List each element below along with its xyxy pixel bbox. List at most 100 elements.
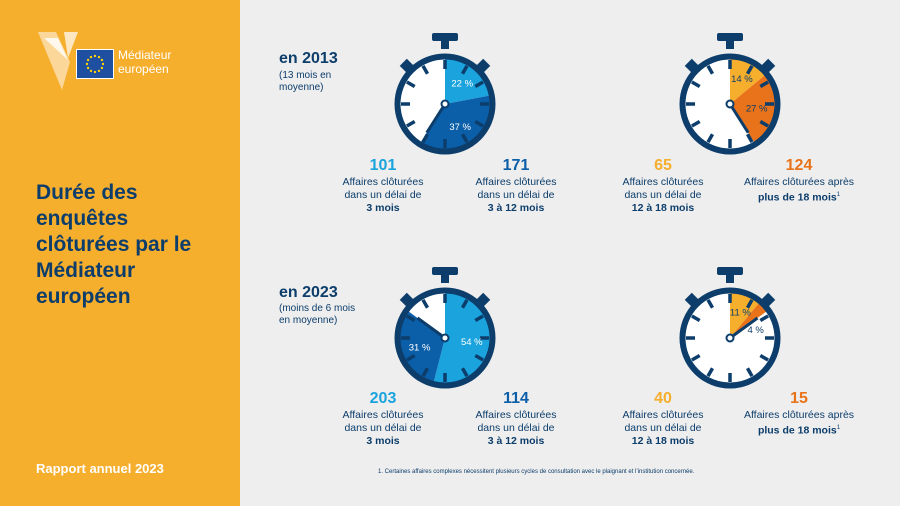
- slice-12-18-months: [730, 293, 759, 338]
- stat-line2: dans un délai de: [344, 422, 422, 434]
- stopwatch-tick: [474, 314, 484, 323]
- slice-label: 22 %: [451, 79, 473, 90]
- logo: Médiateur européen: [36, 28, 186, 98]
- stat-2013-g3: 65 Affaires clôturées dans un délai de 12 …: [608, 156, 718, 215]
- stopwatch-tick: [745, 133, 754, 143]
- stopwatch-pivot: [440, 99, 450, 109]
- stat-value: 15: [790, 390, 808, 407]
- stat-line1: Affaires clôturées après: [743, 176, 855, 188]
- slice-label: 11 %: [730, 308, 752, 319]
- stopwatch-tick: [406, 119, 416, 128]
- stopwatch-tick: [474, 353, 484, 362]
- stopwatch-stem: [726, 39, 734, 49]
- stat-value: 114: [503, 390, 529, 407]
- stat-2013-g4: 124 Affaires clôturées après plus de 18 m…: [734, 156, 864, 205]
- stopwatch-tick: [745, 299, 754, 309]
- sidebar: Médiateur européen Durée des enquêtes cl…: [0, 0, 240, 506]
- stopwatch-tick: [706, 65, 715, 75]
- logo-text: Médiateur européen: [118, 48, 198, 76]
- stopwatch-tick: [745, 367, 754, 377]
- slice-3-months: [433, 293, 490, 383]
- logo-line-1: Médiateur: [118, 48, 172, 62]
- stopwatch-tick: [706, 133, 715, 143]
- stopwatch-tick: [759, 119, 769, 128]
- eu-star-icon: [89, 55, 93, 59]
- eu-star-icon: [89, 69, 93, 73]
- year-2013-subtitle: (13 mois en moyenne): [279, 70, 332, 93]
- stopwatch-2023-short: 54 % 31 %: [394, 267, 496, 389]
- stopwatch-stem: [441, 39, 449, 49]
- stat-range: plus de 18 mois: [757, 191, 837, 204]
- stat-value: 171: [502, 157, 530, 174]
- stopwatch-hand: [416, 316, 446, 340]
- stopwatch-2013-long: 14 % 27 %: [679, 33, 781, 155]
- year-2023-title: en 2023: [279, 284, 338, 301]
- stat-line1: Affaires clôturées: [342, 409, 424, 421]
- ombudsman-logo-icon: [38, 32, 78, 90]
- stat-range: 12 à 18 mois: [631, 435, 695, 447]
- slice-label: 27 %: [746, 104, 768, 115]
- stopwatch-tick: [691, 314, 701, 323]
- stopwatch-tick: [474, 119, 484, 128]
- stat-range: 3 mois: [366, 202, 400, 214]
- eu-star-icon: [97, 69, 101, 73]
- stat-line1: Affaires clôturées: [475, 409, 557, 421]
- footnote-mark: 1: [836, 192, 841, 198]
- stopwatch-rim: [394, 53, 496, 155]
- stat-line2: dans un délai de: [344, 189, 422, 201]
- stopwatch-tick: [706, 299, 715, 309]
- slice-3-months: [445, 59, 490, 104]
- stat-value: 124: [785, 157, 813, 174]
- logo-line-2: européen: [118, 62, 169, 76]
- stat-line2: dans un délai de: [477, 189, 555, 201]
- stopwatch-tick: [421, 367, 430, 377]
- stopwatch-tick: [745, 65, 754, 75]
- eu-flag-icon: [76, 49, 114, 79]
- stat-line2: dans un délai de: [624, 189, 702, 201]
- stat-line2: dans un délai de: [624, 422, 702, 434]
- stopwatch-tick: [759, 353, 769, 362]
- stopwatch-crown: [717, 267, 743, 275]
- stat-value: 40: [654, 390, 672, 407]
- stopwatch-2013-short: 22 % 37 %: [394, 33, 496, 155]
- stat-2023-g2: 114 Affaires clôturées dans un délai de 3 …: [461, 389, 571, 448]
- stopwatch-tick: [691, 353, 701, 362]
- stopwatch-hand: [729, 316, 759, 340]
- stopwatch-tick: [691, 119, 701, 128]
- slice-12-18-months: [730, 59, 765, 104]
- stopwatch-stem: [726, 273, 734, 283]
- stat-range: 3 mois: [366, 435, 400, 447]
- slice-label: 37 %: [449, 122, 471, 133]
- eu-star-icon: [100, 58, 104, 62]
- stat-range: 3 à 12 mois: [487, 435, 545, 447]
- stopwatch-tick: [460, 65, 469, 75]
- stopwatch-tick: [421, 65, 430, 75]
- stopwatch-tick: [406, 314, 416, 323]
- stopwatch-crown: [432, 267, 458, 275]
- stopwatch-tick: [460, 133, 469, 143]
- stopwatch-tick: [460, 367, 469, 377]
- stat-value: 65: [654, 157, 672, 174]
- eu-star-icon: [86, 58, 90, 62]
- stat-2013-g1: 101 Affaires clôturées dans un délai de 3 …: [328, 156, 438, 215]
- eu-star-icon: [93, 70, 97, 74]
- stopwatch-tick: [460, 299, 469, 309]
- stopwatch-tick: [421, 133, 430, 143]
- stat-value: 101: [369, 157, 397, 174]
- stopwatch-tick: [691, 80, 701, 89]
- slice-3-12-months: [400, 311, 445, 382]
- stopwatch-rim: [394, 287, 496, 389]
- slice-18-plus-months: [730, 303, 767, 338]
- stat-2013-g2: 171 Affaires clôturées dans un délai de 3 …: [461, 156, 571, 215]
- stat-line1: Affaires clôturées après: [743, 409, 855, 421]
- slice-label: 54 %: [461, 337, 483, 348]
- stopwatch-hand: [425, 103, 447, 134]
- eu-star-icon: [85, 62, 89, 66]
- year-2013-title: en 2013: [279, 50, 338, 67]
- eu-star-icon: [100, 66, 104, 70]
- stopwatch-pivot: [440, 333, 450, 343]
- stopwatch-tick: [421, 299, 430, 309]
- stat-range: plus de 18 mois: [757, 424, 837, 437]
- stopwatch-tick: [759, 80, 769, 89]
- slice-label: 31 %: [409, 343, 431, 354]
